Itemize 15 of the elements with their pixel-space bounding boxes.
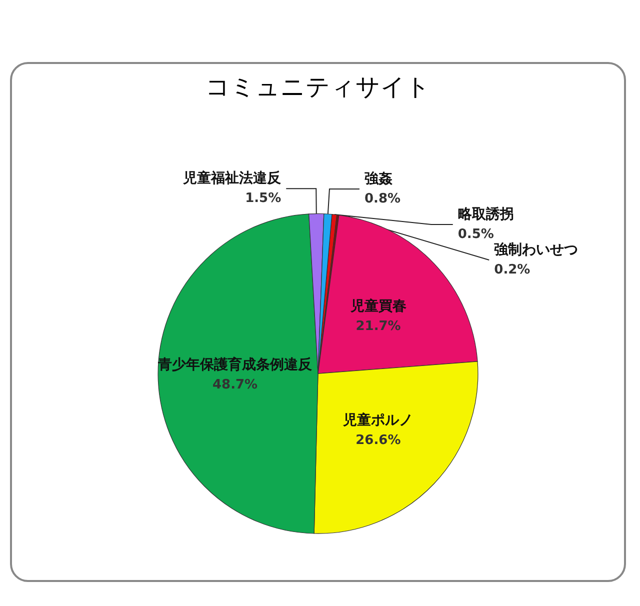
slice-label: 児童ポルノ [342, 412, 414, 429]
data-label: 0.2% [494, 262, 530, 278]
data-label: 26.6% [356, 433, 401, 448]
slice-label: 強姦 [364, 170, 392, 187]
slice-label: 児童買春 [349, 298, 406, 315]
chart-title: コミュニティサイト [206, 73, 430, 101]
slice-label: 児童福祉法違反 [182, 170, 282, 187]
slice-label: 強制わいせつ [494, 242, 578, 258]
data-label: 0.8% [364, 191, 401, 206]
slice-label: 青少年保護育成条例違反 [157, 356, 314, 373]
data-label: 0.5% [458, 226, 494, 242]
data-label: 1.5% [245, 191, 282, 206]
slice-label: 略取誘拐 [458, 205, 514, 222]
data-label: 48.7% [212, 377, 258, 392]
data-label: 21.7% [356, 319, 401, 334]
